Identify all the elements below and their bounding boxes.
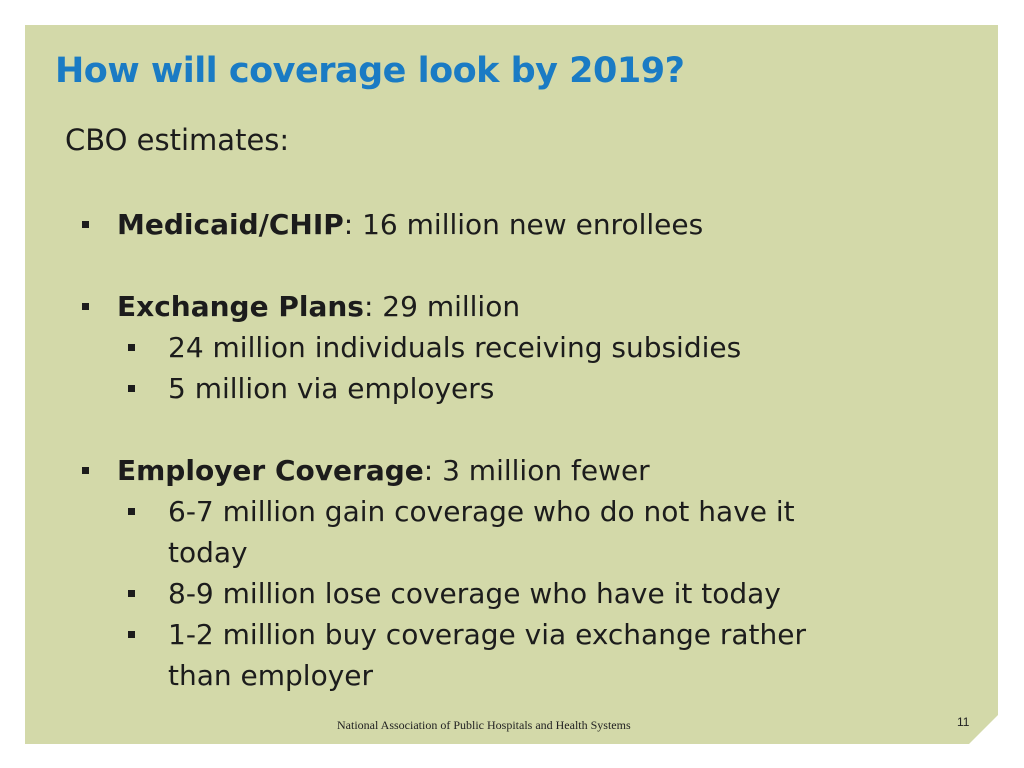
- sub-bullet-item: 24 million individuals receiving subsidi…: [128, 327, 742, 368]
- sub-bullet-text: today: [168, 536, 248, 569]
- bullet-label: Medicaid/CHIP: [117, 208, 344, 241]
- sub-bullet-text: 1-2 million buy coverage via exchange ra…: [168, 618, 806, 651]
- bullet-label: Exchange Plans: [117, 290, 364, 323]
- square-bullet-icon: [128, 385, 135, 392]
- sub-bullet-item: 1-2 million buy coverage via exchange ra…: [128, 614, 806, 655]
- sub-bullet-continuation: than employer: [168, 655, 373, 696]
- sub-bullet-item: 8-9 million lose coverage who have it to…: [128, 573, 781, 614]
- bullet-text: : 3 million fewer: [423, 454, 650, 487]
- sub-bullet-text: 5 million via employers: [168, 372, 495, 405]
- bullet-text: : 29 million: [363, 290, 521, 323]
- square-bullet-icon: [82, 467, 89, 474]
- sub-bullet-text: than employer: [168, 659, 374, 692]
- bullet-item-employer: Employer Coverage: 3 million fewer: [82, 450, 650, 491]
- square-bullet-icon: [128, 508, 135, 515]
- square-bullet-icon: [128, 631, 135, 638]
- sub-bullet-continuation: today: [168, 532, 248, 573]
- square-bullet-icon: [82, 221, 89, 228]
- slide-panel: How will coverage look by 2019? CBO esti…: [25, 25, 998, 744]
- page-number: 11: [957, 715, 970, 729]
- slide-title: How will coverage look by 2019?: [55, 51, 685, 91]
- square-bullet-icon: [128, 344, 135, 351]
- square-bullet-icon: [82, 303, 89, 310]
- bullet-item-medicaid: Medicaid/CHIP: 16 million new enrollees: [82, 204, 704, 245]
- bullet-text: : 16 million new enrollees: [343, 208, 704, 241]
- sub-bullet-text: 24 million individuals receiving subsidi…: [168, 331, 742, 364]
- bullet-item-exchange: Exchange Plans: 29 million: [82, 286, 521, 327]
- square-bullet-icon: [128, 590, 135, 597]
- slide-subtitle: CBO estimates:: [65, 123, 290, 157]
- sub-bullet-text: 6-7 million gain coverage who do not hav…: [168, 495, 795, 528]
- sub-bullet-text: 8-9 million lose coverage who have it to…: [168, 577, 781, 610]
- sub-bullet-item: 6-7 million gain coverage who do not hav…: [128, 491, 795, 532]
- bullet-label: Employer Coverage: [117, 454, 424, 487]
- slide-footer: National Association of Public Hospitals…: [337, 718, 631, 732]
- sub-bullet-item: 5 million via employers: [128, 368, 495, 409]
